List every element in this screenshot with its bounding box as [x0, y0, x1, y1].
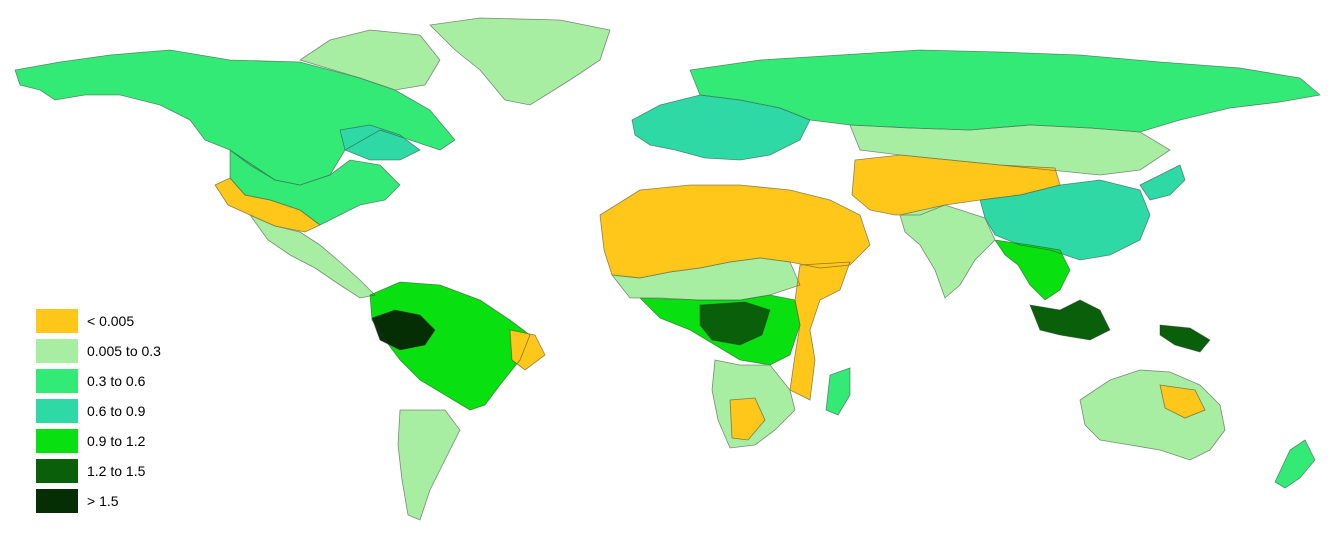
border-new-zealand [1274, 439, 1316, 489]
region-australia-interior [1160, 385, 1205, 418]
legend-swatch [36, 309, 78, 333]
legend-label: > 1.5 [87, 493, 119, 509]
border-sahel [611, 257, 801, 301]
legend-item: < 0.005 [36, 306, 161, 336]
legend-item: 1.2 to 1.5 [36, 456, 161, 486]
region-europe [632, 95, 810, 160]
region-indonesia [1030, 300, 1110, 340]
region-congo-core [700, 302, 770, 345]
border-us-east [229, 149, 401, 226]
region-sahara-arabia [600, 185, 870, 278]
legend-swatch [36, 459, 78, 483]
legend-label: 0.6 to 0.9 [87, 403, 146, 419]
border-great-lakes [339, 124, 421, 161]
region-madagascar [826, 368, 850, 415]
region-alaska-canada [15, 50, 455, 185]
legend-swatch [36, 399, 78, 423]
legend-label: < 0.005 [87, 313, 135, 329]
border-mexico-central-america [248, 214, 376, 299]
border-greenland [429, 17, 611, 106]
border-russia [689, 49, 1321, 133]
region-southeast-asia [995, 240, 1070, 300]
legend-item: 0.9 to 1.2 [36, 426, 161, 456]
legend-label: 0.9 to 1.2 [87, 433, 146, 449]
legend-swatch [36, 339, 78, 363]
border-canada-east [299, 29, 441, 91]
border-amazon [369, 281, 531, 411]
map-legend: < 0.005 0.005 to 0.3 0.3 to 0.6 0.6 to 0.9 0… [36, 306, 161, 516]
legend-label: 0.3 to 0.6 [87, 373, 146, 389]
region-canada-east [300, 30, 440, 90]
border-australia [1079, 369, 1226, 461]
legend-swatch [36, 489, 78, 513]
border-new-guinea [1159, 324, 1211, 353]
border-patagonia [397, 409, 461, 521]
land-regions [15, 18, 1320, 520]
border-madagascar [825, 367, 851, 416]
region-kalahari [730, 398, 765, 440]
legend-swatch [36, 369, 78, 393]
region-mexico-central-america [250, 215, 375, 298]
border-east-africa-arid [789, 261, 851, 401]
legend-item: > 1.5 [36, 486, 161, 516]
legend-label: 1.2 to 1.5 [87, 463, 146, 479]
border-southern-africa [711, 359, 796, 449]
border-australia-interior [1159, 384, 1206, 419]
region-central-asia [852, 155, 1060, 215]
legend-swatch [36, 429, 78, 453]
border-congo-core [699, 301, 771, 346]
region-australia [1080, 370, 1225, 460]
border-alaska-canada [14, 49, 456, 186]
region-sahel [612, 258, 800, 300]
region-great-lakes [340, 125, 420, 160]
legend-item: 0.3 to 0.6 [36, 366, 161, 396]
region-new-guinea [1160, 325, 1210, 352]
border-india [899, 204, 996, 299]
region-patagonia [398, 410, 460, 520]
region-china [980, 180, 1150, 260]
border-china [979, 179, 1151, 261]
border-southeast-asia [994, 239, 1071, 301]
border-congo [639, 294, 801, 366]
region-siberia-south [850, 125, 1170, 175]
legend-label: 0.005 to 0.3 [87, 343, 161, 359]
border-kalahari [729, 397, 766, 441]
region-east-africa-arid [790, 262, 850, 400]
region-new-zealand [1275, 440, 1315, 488]
border-indonesia [1029, 299, 1111, 341]
region-us-west-arid [215, 178, 320, 232]
region-brazil-northeast [510, 330, 545, 370]
legend-item: 0.005 to 0.3 [36, 336, 161, 366]
region-greenland [430, 18, 610, 105]
region-india [900, 205, 995, 298]
region-amazon-core [372, 310, 435, 350]
legend-item: 0.6 to 0.9 [36, 396, 161, 426]
border-japan [1139, 164, 1186, 201]
coastlines-borders [14, 17, 1321, 521]
border-brazil-northeast [509, 329, 546, 371]
border-amazon-core [371, 309, 436, 351]
region-russia [690, 50, 1320, 132]
